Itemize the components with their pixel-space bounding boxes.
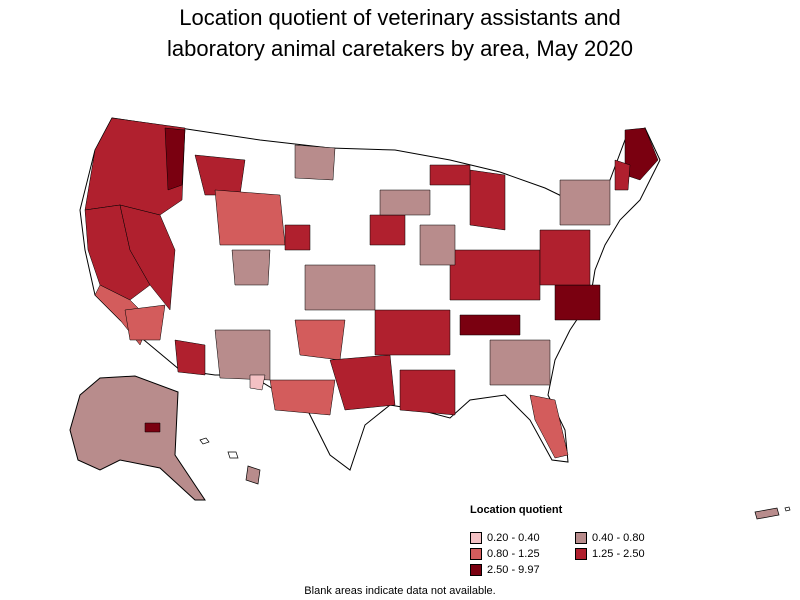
- legend-item-0.80-1.25: 0.80 - 1.25: [470, 547, 575, 560]
- region-ohio-valley: [449, 249, 541, 301]
- region-illinois: [419, 224, 456, 266]
- region-alaska: [69, 375, 206, 501]
- region-missouri: [374, 309, 451, 356]
- region-hawaii-oahu: [199, 437, 210, 445]
- legend-title: Location quotient: [470, 504, 563, 516]
- region-iowa: [379, 189, 431, 216]
- region-nevada: [119, 204, 176, 311]
- region-minnesota-wisconsin: [369, 214, 406, 246]
- legend-swatch: [470, 531, 482, 544]
- region-louisiana: [399, 369, 456, 416]
- region-oklahoma-texas: [294, 319, 346, 361]
- region-upper-peninsula: [429, 164, 471, 186]
- footnote: Blank areas indicate data not available.: [304, 585, 496, 597]
- legend-label: 2.50 - 9.97: [487, 563, 540, 576]
- region-florida: [529, 394, 569, 459]
- region-central-texas: [329, 354, 396, 411]
- map-title-line2: laboratory animal caretakers by area, Ma…: [167, 36, 633, 61]
- region-utah: [231, 249, 271, 286]
- region-el-paso: [249, 374, 266, 391]
- legend-label: 1.25 - 2.50: [592, 547, 645, 560]
- region-dakotas: [294, 144, 336, 181]
- region-maine-south: [614, 159, 631, 191]
- region-wyoming-colorado: [214, 189, 286, 246]
- legend-label: 0.20 - 0.40: [487, 531, 540, 544]
- legend-label: 0.40 - 0.80: [592, 531, 645, 544]
- region-new-mexico: [214, 329, 271, 381]
- region-hawaii-maui: [227, 451, 239, 459]
- region-tennessee: [459, 314, 521, 336]
- map-title-line1: Location quotient of veterinary assistan…: [179, 5, 621, 30]
- region-kansas: [304, 264, 376, 311]
- region-west-texas: [269, 379, 336, 416]
- legend-item-0.20-0.40: 0.20 - 0.40: [470, 531, 575, 544]
- legend-swatch: [470, 563, 482, 576]
- region-new-york: [559, 179, 611, 226]
- legend-item-0.40-0.80: 0.40 - 0.80: [575, 531, 680, 544]
- region-washington-east: [164, 127, 186, 191]
- region-puerto-rico: [754, 507, 780, 520]
- legend-item-2.50-9.97: 2.50 - 9.97: [470, 563, 575, 576]
- region-hawaii-big-island: [245, 465, 261, 485]
- region-georgia-carolinas: [489, 339, 551, 386]
- region-phoenix: [174, 339, 206, 376]
- legend: Location quotient 0.20 - 0.40 0.40 - 0.8…: [470, 504, 700, 576]
- map-title: Location quotient of veterinary assistan…: [0, 2, 800, 64]
- region-mid-atlantic: [539, 229, 591, 286]
- legend-swatch: [575, 531, 587, 544]
- region-michigan: [469, 169, 506, 231]
- region-arizona: [124, 304, 166, 341]
- legend-swatch: [575, 547, 587, 560]
- legend-label: 0.80 - 1.25: [487, 547, 540, 560]
- legend-item-1.25-2.50: 1.25 - 2.50: [575, 547, 680, 560]
- region-alaska-anchorage: [144, 422, 161, 433]
- region-colorado: [284, 224, 311, 251]
- region-virginia: [554, 284, 601, 321]
- region-virgin-islands: [784, 506, 791, 512]
- legend-swatch: [470, 547, 482, 560]
